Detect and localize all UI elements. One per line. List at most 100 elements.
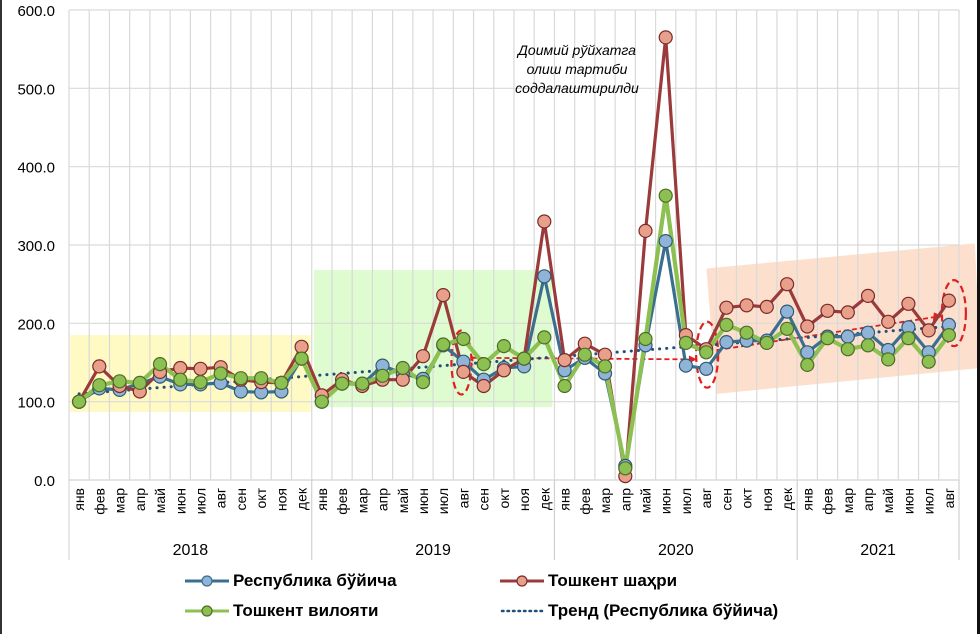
month-tick-label: авг bbox=[698, 488, 714, 508]
month-tick-label: сен bbox=[233, 488, 249, 511]
data-point-republic bbox=[658, 234, 673, 249]
data-point-tashkent-city bbox=[759, 299, 774, 314]
month-tick-label: июн bbox=[900, 488, 916, 514]
data-point-tashkent-region bbox=[557, 378, 572, 394]
data-point-tashkent-city bbox=[901, 296, 916, 311]
month-tick-label: июл bbox=[921, 488, 937, 514]
month-tick-label: апр bbox=[860, 488, 876, 511]
data-point-tashkent-region bbox=[375, 368, 390, 383]
data-point-tashkent-city bbox=[921, 323, 936, 338]
annotation-line: соддалаштирилди bbox=[515, 80, 639, 96]
data-point-tashkent-region bbox=[678, 335, 694, 350]
data-point-tashkent-city bbox=[739, 298, 754, 313]
month-tick-label: мар bbox=[354, 488, 370, 513]
data-point-tashkent-region bbox=[436, 337, 451, 352]
month-tick-label: июл bbox=[678, 488, 694, 514]
data-point-republic bbox=[537, 269, 552, 284]
month-tick-label: янв bbox=[557, 488, 573, 511]
legend-marker-trend bbox=[500, 609, 544, 613]
month-tick-label: ноя bbox=[273, 488, 289, 511]
month-tick-label: окт bbox=[739, 487, 755, 508]
month-tick-label: май bbox=[637, 488, 653, 513]
dashed-arrow-2 bbox=[717, 316, 936, 351]
data-point-tashkent-region bbox=[921, 354, 936, 369]
data-point-tashkent-region bbox=[213, 366, 228, 381]
month-tick-label: июн bbox=[658, 488, 674, 514]
data-point-tashkent-region bbox=[800, 357, 815, 372]
month-tick-label: дек bbox=[294, 487, 310, 510]
data-point-tashkent-city bbox=[881, 314, 896, 329]
data-point-republic bbox=[678, 358, 694, 373]
data-point-tashkent-city bbox=[860, 288, 876, 303]
dashed-arrow-1 bbox=[472, 356, 691, 361]
data-point-tashkent-region bbox=[739, 325, 754, 340]
highlight-ellipse-2021-aug bbox=[940, 279, 967, 348]
data-point-tashkent-region bbox=[355, 376, 370, 391]
data-point-republic bbox=[699, 361, 714, 376]
y-tick-label: 500.0 bbox=[17, 81, 55, 98]
annotation-line: Доимий рўйхатга bbox=[516, 42, 636, 58]
month-tick-label: мар bbox=[840, 488, 856, 513]
data-point-tashkent-city bbox=[395, 372, 410, 387]
legend-item-tashkent-city: Тошкент шаҳри bbox=[500, 568, 677, 594]
data-point-tashkent-region bbox=[395, 360, 410, 376]
data-point-tashkent-region bbox=[496, 339, 511, 354]
month-tick-label: сен bbox=[476, 488, 492, 511]
month-tick-label: июл bbox=[435, 488, 451, 514]
series-lines bbox=[71, 30, 957, 484]
legend-label-trend: Тренд (Республика бўйича) bbox=[548, 601, 779, 620]
data-point-tashkent-city bbox=[719, 300, 734, 315]
data-point-tashkent-city bbox=[415, 349, 431, 364]
data-point-tashkent-city bbox=[820, 303, 835, 318]
month-tick-label: фев bbox=[91, 488, 107, 515]
data-point-tashkent-region bbox=[719, 317, 734, 332]
data-point-tashkent-region bbox=[597, 359, 613, 374]
legend-marker-republic bbox=[185, 575, 229, 587]
data-point-tashkent-city bbox=[173, 360, 188, 376]
data-point-tashkent-region bbox=[92, 378, 107, 393]
data-point-tashkent-region bbox=[152, 357, 168, 372]
data-point-tashkent-region bbox=[516, 351, 532, 366]
legend-marker-tashkent-region bbox=[185, 605, 229, 617]
data-point-tashkent-city bbox=[597, 347, 613, 362]
y-tick-label: 600.0 bbox=[17, 3, 55, 20]
legend-item-trend: Тренд (Республика бўйича) bbox=[500, 598, 778, 624]
data-point-republic bbox=[233, 384, 248, 399]
data-point-tashkent-region bbox=[415, 375, 431, 390]
data-point-republic bbox=[719, 335, 734, 350]
data-point-tashkent-city bbox=[638, 223, 653, 238]
data-point-tashkent-region bbox=[881, 352, 896, 367]
month-tick-label: июн bbox=[172, 488, 188, 514]
x-axis-ticks: янв фев мар апр май июн июл авг сен окт ноя дек янв ф… bbox=[68, 479, 960, 560]
legend-marker-tashkent-city bbox=[500, 575, 544, 587]
data-point-tashkent-region bbox=[193, 375, 208, 390]
data-point-tashkent-city bbox=[456, 364, 471, 379]
month-tick-label: фев bbox=[334, 488, 350, 515]
month-tick-label: июл bbox=[192, 488, 208, 514]
data-point-tashkent-region bbox=[112, 374, 127, 389]
y-axis-ticks: 0.0 100.0 200.0 300.0 400.0 500.0 600.0 bbox=[17, 3, 55, 490]
y-tick-label: 100.0 bbox=[17, 395, 55, 412]
data-point-tashkent-region bbox=[618, 461, 633, 476]
data-point-tashkent-city bbox=[193, 361, 208, 376]
data-point-tashkent-region bbox=[638, 331, 653, 347]
data-point-tashkent-region bbox=[71, 394, 87, 409]
month-tick-label: май bbox=[880, 488, 896, 513]
highlight-ellipse-2019-aug bbox=[450, 329, 473, 396]
month-tick-label: ноя bbox=[759, 488, 775, 511]
month-tick-label: авг bbox=[941, 488, 957, 508]
data-point-tashkent-city bbox=[496, 363, 511, 378]
year-tick-label: 2018 bbox=[173, 542, 209, 559]
year-tick-label: 2019 bbox=[415, 542, 451, 559]
data-point-tashkent-city bbox=[557, 353, 572, 368]
annotation-text: Доимий рўйхатга олиш тартиби соддалаштирил… bbox=[515, 42, 639, 96]
data-point-tashkent-region bbox=[901, 331, 916, 346]
data-point-tashkent-city bbox=[476, 378, 491, 394]
data-point-tashkent-region bbox=[941, 328, 957, 343]
y-tick-label: 200.0 bbox=[17, 316, 55, 333]
month-tick-label: окт bbox=[496, 487, 512, 508]
data-point-tashkent-region bbox=[577, 347, 592, 362]
annotation-line: олиш тартиби bbox=[527, 61, 628, 77]
data-point-tashkent-region bbox=[314, 394, 329, 409]
frame-right-border bbox=[977, 0, 980, 634]
